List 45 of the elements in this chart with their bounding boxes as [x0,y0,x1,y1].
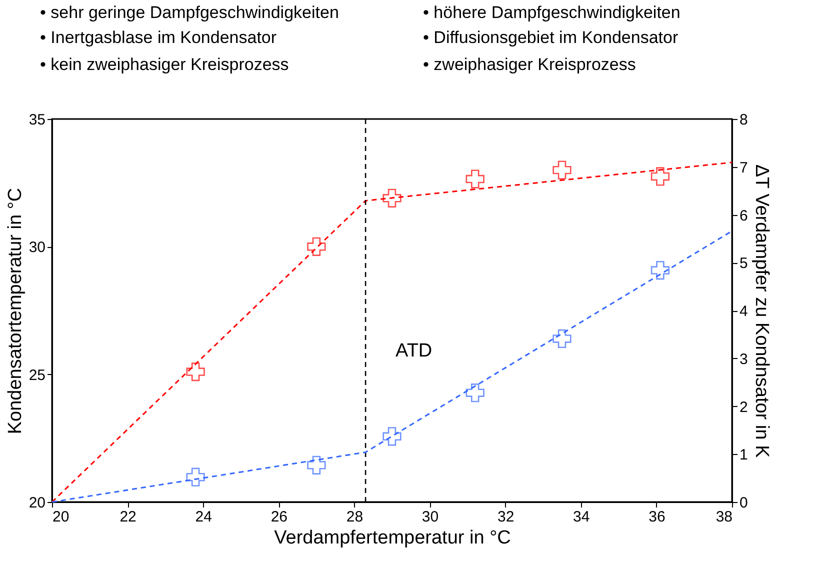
text: • höhere Dampfgeschwindigkeiten [423,3,680,22]
text: • Diffusionsgebiet im Kondensator [423,28,678,47]
text: • sehr geringe Dampfgeschwindigkeiten [40,3,339,22]
annotation: ATD [396,340,432,362]
point [466,170,484,188]
x-tick-label: 34 [573,508,590,526]
x-tick-label: 26 [270,508,288,526]
point [186,468,205,486]
point [552,160,572,180]
y-axis-title: Kondensatortemperatur in °C [4,188,26,434]
y2-tick-label: 2 [740,398,748,416]
y2-axis-title: ΔT Verdampfer zu Kondnsator in K [750,164,772,458]
y2-tick-label: 3 [740,350,748,368]
y2-tick-label: 5 [740,255,748,272]
text: • Inertgasblase im Kondensator [40,28,277,47]
point [466,384,484,402]
y2-tick-label: 4 [740,303,748,320]
text: • kein zweiphasiger Kreisprozess [40,55,289,74]
point [186,362,205,382]
point [382,427,402,446]
x-axis-title: Verdampfertemperatur in °C [274,528,511,548]
y2-tick-label: 6 [740,207,748,224]
y-tick-label: 25 [28,366,46,384]
text: • zweiphasiger Kreisprozess [423,55,636,74]
y2-tick-label: 7 [740,159,748,176]
y2-tick-label: 1 [740,446,748,464]
x-tick-label: 36 [648,508,666,526]
y-tick-label: 35 [28,112,46,128]
point [650,260,670,280]
y-tick-label: 20 [28,494,46,512]
x-tick-label: 24 [195,508,212,526]
y-tick-label: 30 [28,239,46,256]
x-tick-label: 32 [497,508,514,526]
point [307,237,326,256]
x-tick-label: 30 [422,508,439,526]
y2-tick-label: 8 [740,112,748,128]
point [650,167,670,186]
x-tick-label: 22 [120,508,136,526]
x-tick-label: 38 [716,508,732,526]
x-tick-label: 20 [52,508,70,526]
point [552,329,572,348]
y2-tick-label: 0 [740,494,748,512]
point [307,456,326,474]
point [382,188,402,208]
x-tick-label: 28 [346,508,364,526]
